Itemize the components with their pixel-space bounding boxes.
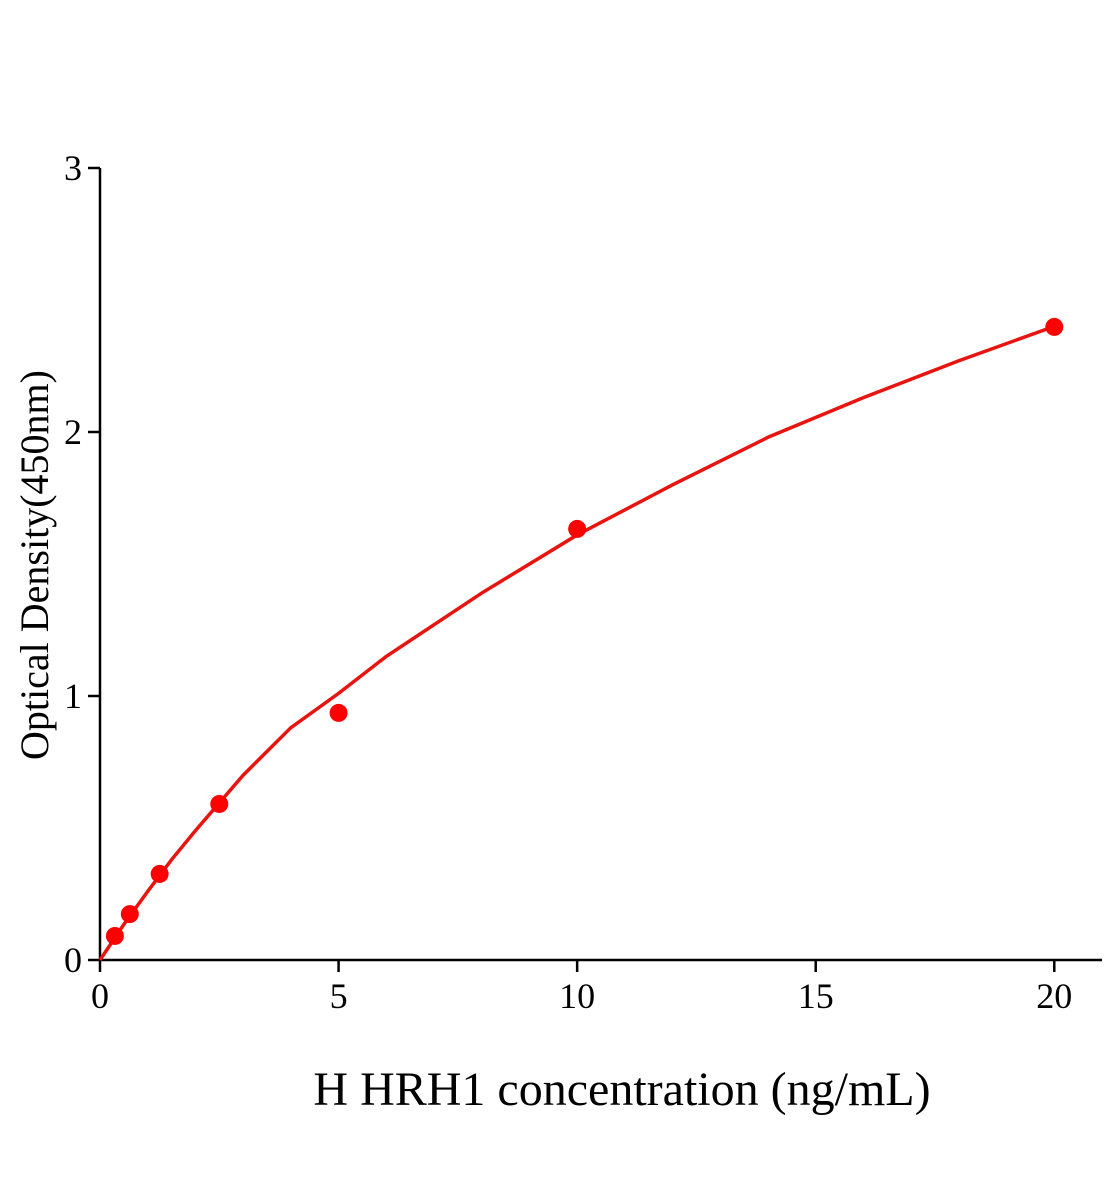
y-tick-label: 0 <box>64 940 82 980</box>
data-point <box>210 794 229 813</box>
y-tick-label: 1 <box>64 676 82 716</box>
x-tick-label: 20 <box>1036 976 1072 1016</box>
x-tick-label: 15 <box>798 976 834 1016</box>
data-point <box>150 864 169 883</box>
x-tick-label: 0 <box>91 976 109 1016</box>
fit-curve <box>98 324 1055 961</box>
x-tick-label: 10 <box>559 976 595 1016</box>
x-axis-label: H HRH1 concentration (ng/mL) <box>313 1063 930 1116</box>
data-point <box>329 703 348 722</box>
data-point <box>105 926 124 945</box>
data-point <box>120 905 139 924</box>
data-point <box>1045 317 1064 336</box>
data-point <box>568 519 587 538</box>
x-tick-label: 5 <box>330 976 348 1016</box>
y-tick-label: 2 <box>64 412 82 452</box>
y-tick-label: 3 <box>64 148 82 188</box>
y-axis-label: Optical Density(450nm) <box>12 370 57 760</box>
